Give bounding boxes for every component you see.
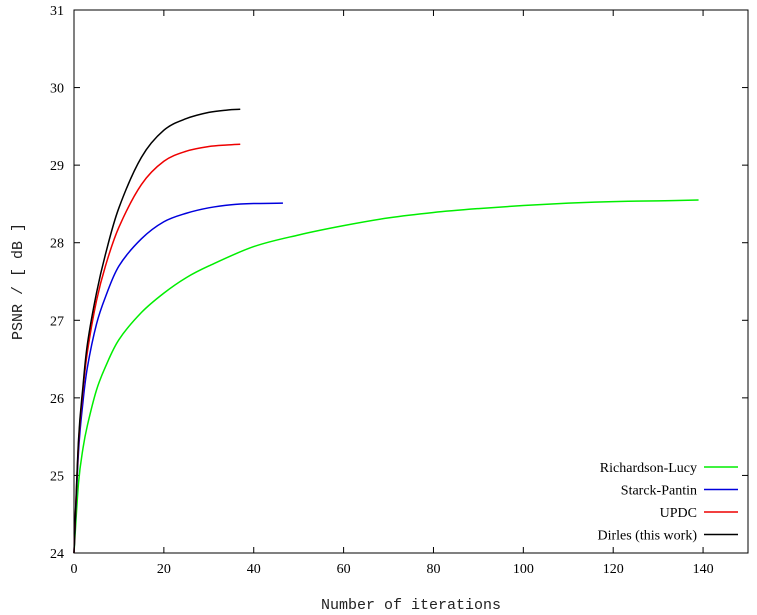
legend-label-dirles-this-work: Dirles (this work): [597, 529, 697, 544]
y-tick-label: 30: [50, 82, 64, 97]
series-layer: [73, 108, 699, 554]
plot-border: [73, 9, 749, 554]
series-line-dirles-this-work: [73, 108, 241, 554]
series-line-richardson-lucy: [73, 199, 699, 554]
x-tick-label: 0: [71, 562, 78, 577]
x-axis-ticks: 0 20 40 60 80 100 120 140: [71, 10, 714, 577]
x-tick-label: 120: [603, 562, 624, 577]
y-tick-label: 28: [50, 237, 64, 252]
legend: Richardson-Lucy Starck-Pantin UPDC Dirles (…: [597, 461, 738, 544]
y-tick-label: 31: [50, 4, 64, 19]
x-axis-title: Number of iterations: [321, 597, 501, 614]
x-tick-label: 20: [157, 562, 171, 577]
x-tick-label: 140: [693, 562, 714, 577]
y-tick-label: 24: [50, 547, 64, 562]
x-tick-label: 40: [247, 562, 261, 577]
x-tick-label: 60: [337, 562, 351, 577]
y-tick-label: 25: [50, 469, 64, 484]
y-tick-label: 29: [50, 159, 64, 174]
y-tick-label: 27: [50, 314, 64, 329]
y-tick-label: 26: [50, 392, 64, 407]
legend-label-richardson-lucy: Richardson-Lucy: [600, 461, 697, 476]
plot-frame: [73, 9, 749, 554]
x-tick-label: 80: [426, 562, 440, 577]
legend-label-starck-pantin: Starck-Pantin: [621, 484, 697, 499]
y-axis-title: PSNR / [ dB ]: [10, 223, 27, 340]
series-line-updc: [73, 143, 241, 554]
y-axis-ticks: 24 25 26 27 28 29 30 31: [50, 4, 748, 562]
legend-label-updc: UPDC: [660, 506, 697, 521]
x-tick-label: 100: [513, 562, 534, 577]
series-line-starck-pantin: [73, 202, 283, 554]
